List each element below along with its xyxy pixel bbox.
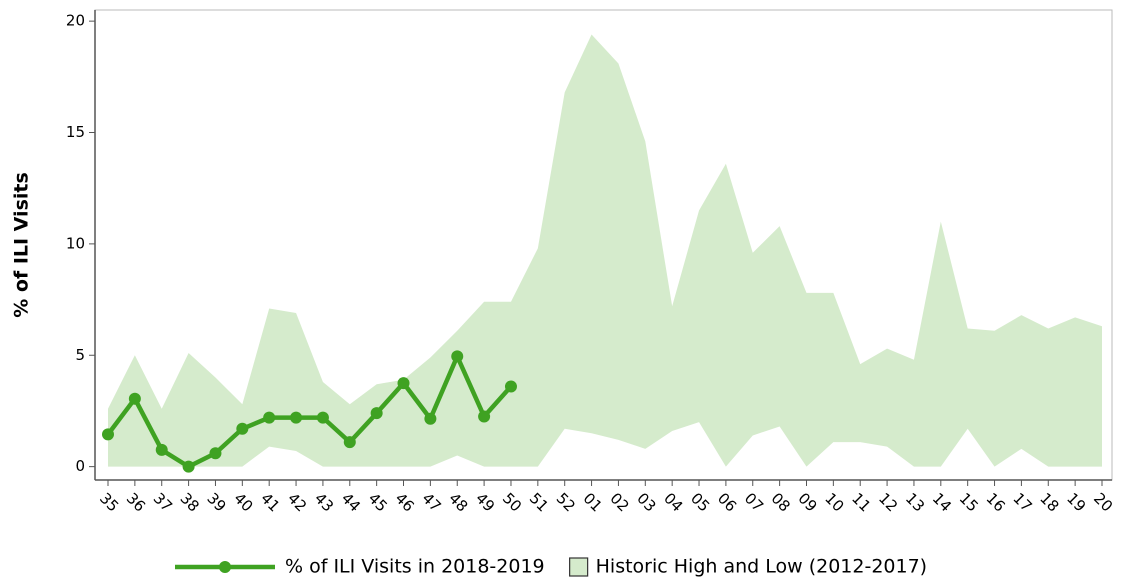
legend-item: Historic High and Low (2012-2017) bbox=[569, 556, 927, 578]
y-tick-label: 20 bbox=[66, 12, 85, 30]
x-tick-label: 41 bbox=[257, 489, 283, 515]
y-tick-label: 15 bbox=[66, 123, 85, 141]
x-tick-label: 40 bbox=[230, 489, 256, 515]
data-point bbox=[236, 422, 249, 435]
data-point bbox=[263, 411, 276, 424]
legend-swatch bbox=[569, 557, 589, 577]
x-tick-label: 36 bbox=[123, 489, 149, 515]
x-tick-label: 10 bbox=[821, 489, 847, 515]
x-tick-label: 07 bbox=[741, 489, 767, 515]
x-tick-label: 15 bbox=[956, 489, 982, 515]
legend-label: Historic High and Low (2012-2017) bbox=[596, 556, 927, 578]
x-tick-label: 18 bbox=[1036, 489, 1062, 515]
data-point bbox=[209, 447, 222, 460]
x-tick-label: 05 bbox=[687, 489, 713, 515]
data-point bbox=[397, 377, 410, 390]
x-tick-label: 09 bbox=[794, 489, 820, 515]
data-point bbox=[155, 443, 168, 456]
data-line bbox=[106, 354, 513, 469]
x-tick-label: 50 bbox=[499, 489, 525, 515]
x-tick-label: 08 bbox=[768, 489, 794, 515]
x-tick-label: 03 bbox=[633, 489, 659, 515]
data-point bbox=[102, 428, 114, 441]
y-axis-label: % of ILI Visits bbox=[11, 172, 33, 318]
x-tick-label: 19 bbox=[1063, 489, 1089, 515]
x-tick-label: 51 bbox=[526, 489, 552, 515]
range-band bbox=[108, 34, 1102, 467]
legend-label: % of ILI Visits in 2018-2019 bbox=[285, 556, 545, 578]
data-point bbox=[451, 350, 464, 363]
x-tick-label: 46 bbox=[392, 489, 418, 515]
data-point bbox=[128, 392, 141, 405]
x-tick-label: 04 bbox=[660, 489, 686, 515]
data-point bbox=[478, 410, 491, 423]
x-tick-label: 20 bbox=[1090, 489, 1116, 515]
x-tick-label: 06 bbox=[714, 489, 740, 515]
x-tick-label: 43 bbox=[311, 489, 337, 515]
data-point bbox=[370, 407, 383, 420]
x-tick-label: 17 bbox=[1009, 489, 1035, 515]
x-tick-label: 16 bbox=[983, 489, 1009, 515]
data-point bbox=[290, 411, 303, 424]
x-tick-label: 35 bbox=[96, 489, 122, 515]
x-tick-label: 44 bbox=[338, 489, 364, 515]
data-point bbox=[424, 412, 437, 425]
x-tick-label: 49 bbox=[472, 489, 498, 515]
x-tick-label: 42 bbox=[284, 489, 310, 515]
x-tick-label: 37 bbox=[150, 489, 176, 515]
data-point bbox=[316, 411, 329, 424]
x-tick-label: 14 bbox=[929, 489, 955, 515]
y-tick-label: 10 bbox=[66, 234, 85, 252]
x-tick-label: 12 bbox=[875, 489, 901, 515]
data-point bbox=[343, 436, 356, 449]
data-point bbox=[504, 380, 517, 393]
data-point bbox=[182, 460, 195, 473]
x-tick-label: 11 bbox=[848, 489, 874, 515]
x-tick-label: 02 bbox=[606, 489, 632, 515]
y-tick-label: 5 bbox=[75, 346, 85, 364]
x-tick-label: 13 bbox=[902, 489, 928, 515]
x-tick-label: 47 bbox=[418, 489, 444, 515]
x-tick-label: 01 bbox=[580, 489, 606, 515]
x-tick-label: 48 bbox=[445, 489, 471, 515]
x-tick-label: 45 bbox=[365, 489, 391, 515]
legend-marker bbox=[219, 561, 231, 573]
x-tick-label: 52 bbox=[553, 489, 579, 515]
x-tick-label: 38 bbox=[177, 489, 203, 515]
legend-item: % of ILI Visits in 2018-2019 bbox=[175, 556, 545, 578]
x-tick-label: 39 bbox=[203, 489, 229, 515]
y-tick-label: 0 bbox=[75, 457, 85, 475]
